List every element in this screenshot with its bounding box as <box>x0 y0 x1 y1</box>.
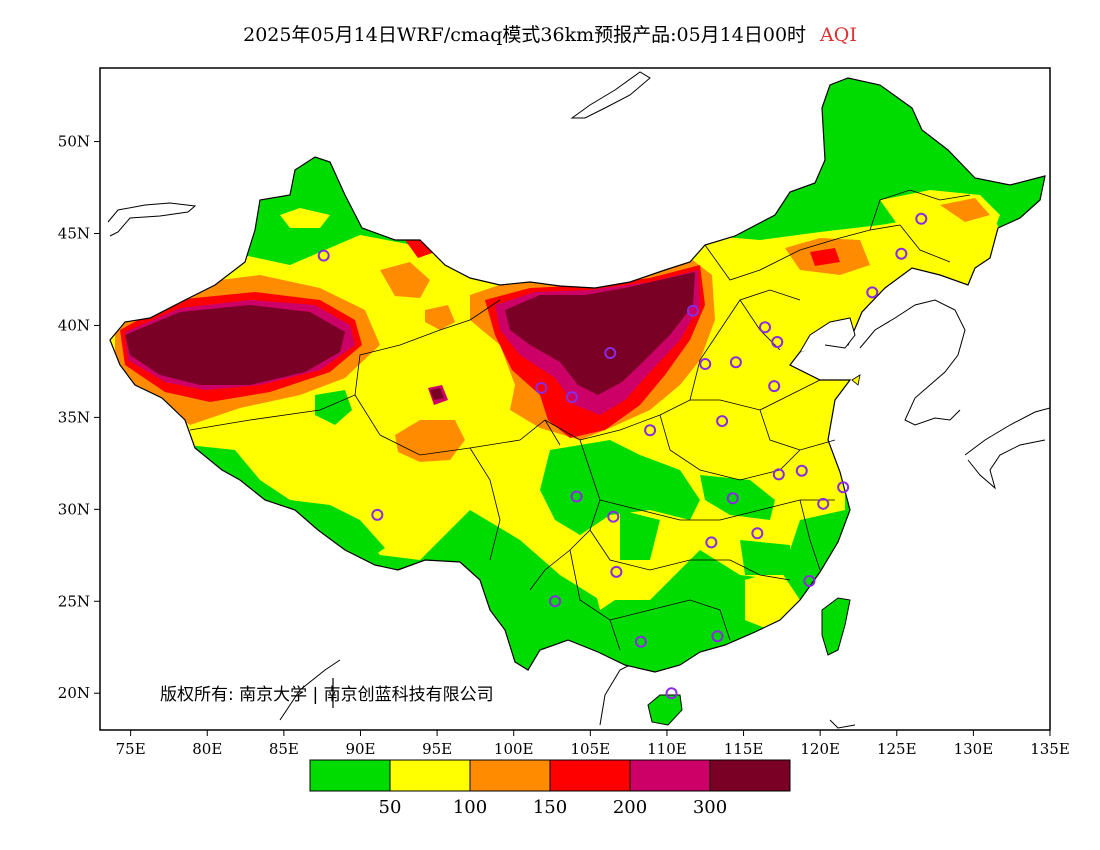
lon-tick-label: 75E <box>116 740 146 758</box>
lon-tick-label: 90E <box>345 740 375 758</box>
lon-tick-label: 105E <box>571 740 611 758</box>
legend-label: 150 <box>533 797 567 818</box>
title-main: 2025年05月14日WRF/cmaq模式36km预报产品:05月14日00时 <box>243 24 807 46</box>
coastline-bay <box>279 659 341 721</box>
city-station-marker <box>565 391 578 404</box>
longitude-ticks: 75E 80E 85E 90E 95E 100E 105E 110E 115E 120E 125E 1… <box>116 730 1070 758</box>
city-station-marker <box>570 490 583 503</box>
province-borders <box>189 189 971 651</box>
legend-label: 300 <box>693 797 727 818</box>
coastline-caspian <box>107 202 197 237</box>
city-station-marker <box>837 481 850 494</box>
city-station-marker <box>817 497 830 510</box>
city-station-marker <box>610 565 623 578</box>
legend-swatch <box>469 759 551 792</box>
lon-tick-label: 125E <box>877 740 917 758</box>
city-station-marker <box>549 595 562 608</box>
city-station-marker <box>759 321 771 334</box>
city-station-marker <box>803 575 816 588</box>
city-station-marker <box>705 536 718 549</box>
legend-label: 100 <box>453 797 487 818</box>
title-variable: AQI <box>820 24 857 46</box>
lat-tick-label: 30N <box>58 500 90 518</box>
lat-tick-label: 35N <box>58 408 90 426</box>
legend-label: 50 <box>379 797 402 818</box>
lon-tick-label: 120E <box>800 740 840 758</box>
city-station-marker <box>866 286 879 299</box>
city-station-marker <box>915 212 928 225</box>
city-station-marker <box>644 424 657 437</box>
city-station-marker <box>665 687 678 700</box>
city-station-marker <box>772 468 785 481</box>
city-station-marker <box>535 381 548 394</box>
city-station-marker <box>771 335 784 348</box>
latitude-ticks: 50N 45N 40N 35N 30N 25N 20N <box>58 133 100 702</box>
aqi-legend: 50 100 150 200 300 <box>309 759 791 818</box>
legend-swatch <box>309 759 391 792</box>
city-station-marker <box>686 304 699 317</box>
lat-tick-label: 40N <box>58 316 90 334</box>
city-station-marker <box>317 249 330 262</box>
bohai-sea <box>799 317 856 353</box>
shandong-tip <box>851 374 861 386</box>
lon-tick-label: 115E <box>724 740 764 758</box>
copyright-text: 版权所有: 南京大学 | 南京创蓝科技有限公司 <box>160 685 494 705</box>
legend-swatch <box>709 759 791 792</box>
coastline-luzon <box>829 719 856 729</box>
china-border <box>109 77 1046 673</box>
lat-tick-label: 20N <box>58 684 90 702</box>
taiwan-island <box>821 597 851 656</box>
coastline-baikal <box>570 71 651 119</box>
city-station-marker <box>726 492 739 505</box>
city-station-marker <box>711 630 724 643</box>
city-stations <box>317 212 928 700</box>
legend-swatch <box>629 759 711 792</box>
legend-swatch <box>549 759 631 792</box>
city-station-marker <box>795 464 808 477</box>
lon-tick-label: 100E <box>494 740 534 758</box>
lat-tick-label: 25N <box>58 592 90 610</box>
map-title: 2025年05月14日WRF/cmaq模式36km预报产品:05月14日00时 A… <box>0 20 1100 47</box>
hainan-island <box>647 694 683 726</box>
city-station-marker <box>699 358 712 371</box>
lon-tick-label: 130E <box>954 740 994 758</box>
city-station-marker <box>634 635 647 648</box>
city-station-marker <box>607 510 620 523</box>
lat-tick-label: 45N <box>58 225 90 243</box>
city-station-marker <box>716 415 729 428</box>
coastline-japan-south <box>964 407 1050 456</box>
lon-tick-label: 95E <box>422 740 452 758</box>
legend-label: 200 <box>613 797 647 818</box>
city-station-marker <box>604 347 617 360</box>
lon-tick-label: 85E <box>269 740 299 758</box>
city-station-marker <box>751 527 764 540</box>
lon-tick-label: 135E <box>1030 740 1070 758</box>
city-station-marker <box>371 508 384 521</box>
legend-swatch <box>389 759 471 792</box>
city-station-marker <box>729 356 742 369</box>
city-station-marker <box>768 380 781 393</box>
lon-tick-label: 110E <box>647 740 687 758</box>
coastline-kyushu <box>967 439 1046 490</box>
lat-tick-label: 50N <box>58 133 90 151</box>
lon-tick-label: 80E <box>192 740 222 758</box>
city-station-marker <box>895 247 908 260</box>
coastline-korea <box>859 299 966 426</box>
